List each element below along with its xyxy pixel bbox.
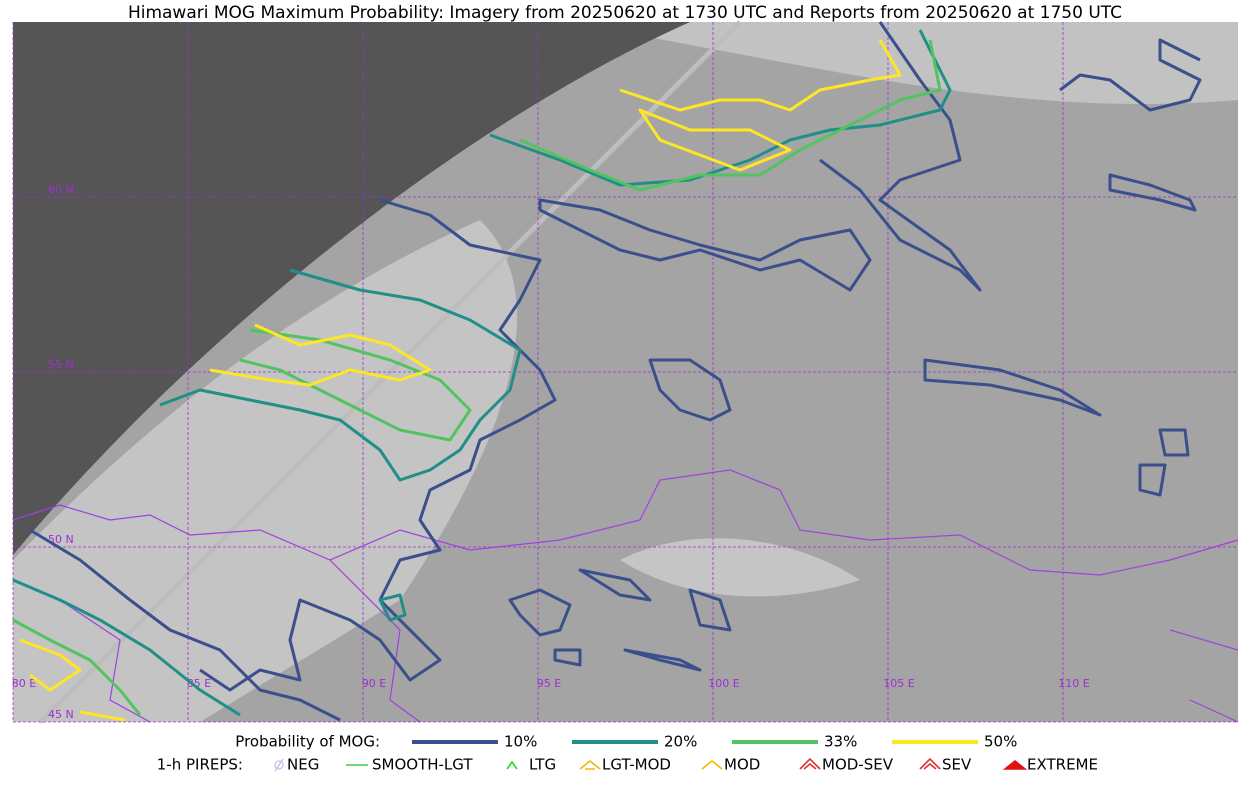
lat-label: 55 N (48, 358, 74, 371)
border (12, 469, 1239, 576)
legend-item: MOD-SEV (822, 756, 894, 774)
lon-label: 105 E (883, 677, 914, 690)
border (329, 559, 1239, 723)
lon-label: 85 E (187, 677, 211, 690)
pirep-icon (274, 758, 284, 772)
contour-10 (923, 358, 1102, 417)
contour-20 (12, 578, 241, 717)
contour-10 (1059, 38, 1202, 112)
pirep-icon (1002, 759, 1028, 770)
legend-item: 50% (984, 733, 1017, 751)
pirep-icon (919, 757, 941, 770)
legend-item: SMOOTH-LGT (372, 756, 473, 774)
title: Himawari MOG Maximum Probability: Imager… (128, 3, 1122, 23)
contour-50 (638, 108, 792, 172)
contour-50 (19, 638, 126, 722)
contour-33 (12, 618, 142, 716)
pirep-icon (274, 760, 284, 770)
legend-label: Probability of MOG: (235, 733, 380, 751)
legend-item: MOD (724, 756, 760, 774)
lat-label: 50 N (48, 533, 74, 546)
legend-item: NEG (287, 756, 319, 774)
pirep-icon (799, 757, 821, 770)
legend-item: 10% (504, 733, 537, 751)
contour-10 (819, 21, 982, 292)
legend-item: SEV (942, 756, 972, 774)
contour-10 (648, 358, 732, 422)
pirep-icon (506, 760, 518, 770)
lon-label: 90 E (362, 677, 386, 690)
contour-10 (1108, 173, 1197, 212)
pirep-icon (701, 759, 723, 770)
legend-item: EXTREME (1027, 756, 1098, 774)
contour-50 (619, 39, 902, 112)
legend-label: 1-h PIREPS: (157, 756, 243, 774)
legend: Probability of MOG: 1-h PIREPS: 10% 20% 33… (157, 733, 1098, 774)
contours (12, 21, 1202, 722)
contour-20 (489, 29, 952, 187)
contour-20 (378, 593, 407, 622)
legend-item: 33% (824, 733, 857, 751)
legend-item: LGT-MOD (602, 756, 671, 774)
cloud (620, 538, 860, 597)
contour-10 (29, 528, 341, 722)
contour-33 (519, 39, 942, 192)
graticule: 60 N 55 N 50 N 45 N 80 E 85 E 90 E 95 E 100 E 105… (12, 22, 1238, 723)
lon-label: 80 E (12, 677, 36, 690)
lon-label: 95 E (537, 677, 561, 690)
contour-10 (508, 568, 732, 672)
lat-label: 60 N (48, 183, 74, 196)
lat-label: 45 N (48, 708, 74, 721)
map: 60 N 55 N 50 N 45 N 80 E 85 E 90 E 95 E 100 E 105… (12, 20, 1239, 724)
lon-label: 110 E (1058, 677, 1089, 690)
space (13, 22, 690, 555)
lon-label: 100 E (708, 677, 739, 690)
contour-10 (199, 198, 557, 692)
legend-item: LTG (529, 756, 556, 774)
contour-50 (209, 323, 432, 387)
pirep-icon (579, 759, 601, 770)
contour-10 (538, 198, 872, 292)
contour-10 (1138, 428, 1190, 497)
legend-item: 20% (664, 733, 697, 751)
contour-20 (159, 268, 522, 482)
